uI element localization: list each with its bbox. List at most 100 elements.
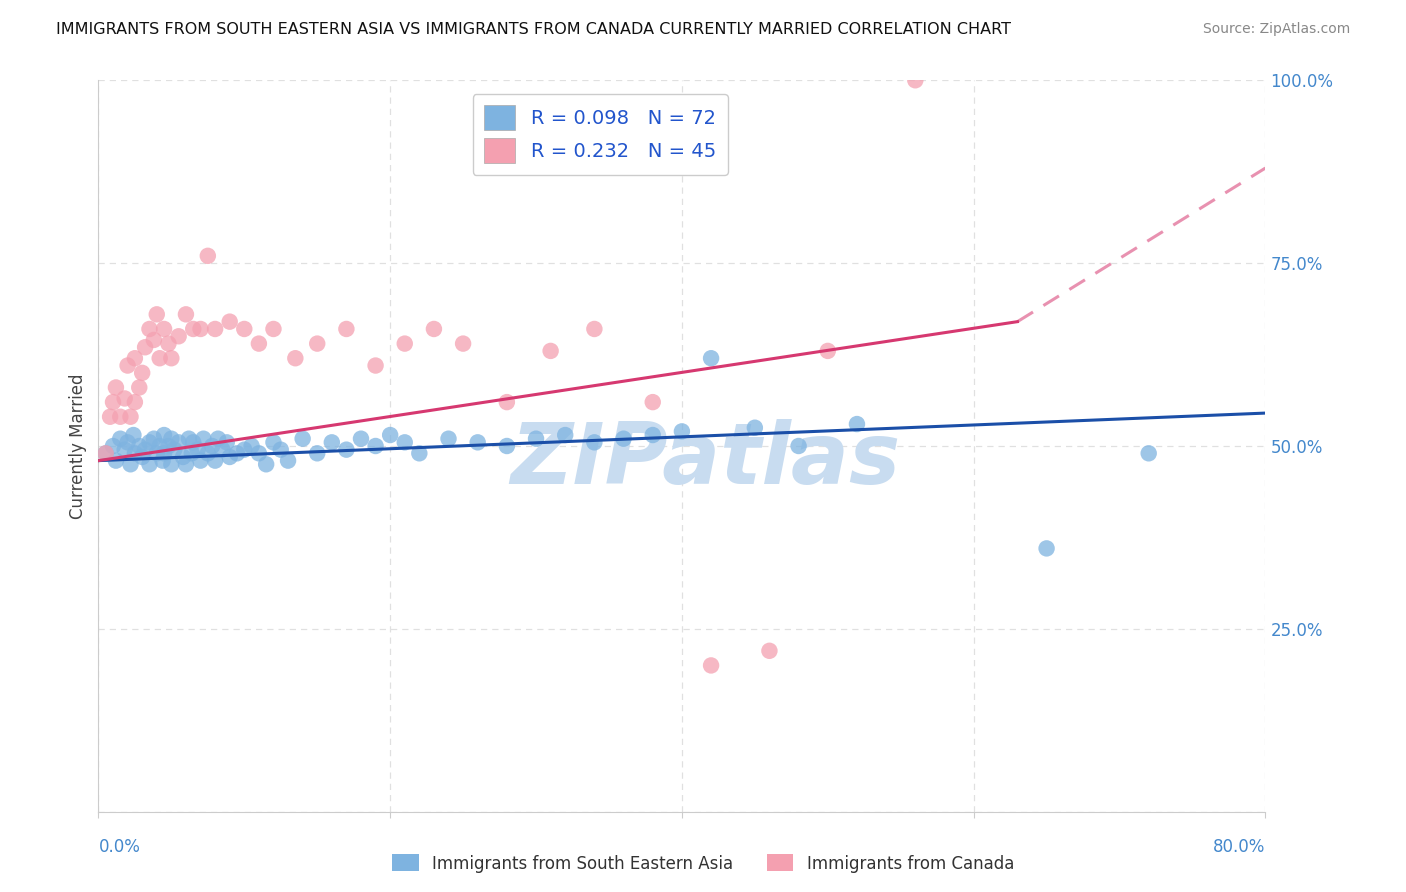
Point xyxy=(380,428,402,442)
Point xyxy=(152,453,174,467)
Point xyxy=(110,432,132,446)
Point xyxy=(138,435,160,450)
Text: 80.0%: 80.0% xyxy=(1213,838,1265,856)
Point xyxy=(846,417,869,431)
Point xyxy=(104,380,127,394)
Point xyxy=(124,446,146,460)
Point xyxy=(201,439,224,453)
Point xyxy=(94,446,117,460)
Point xyxy=(138,322,160,336)
Point xyxy=(817,343,839,358)
Point xyxy=(128,439,150,453)
Text: Source: ZipAtlas.com: Source: ZipAtlas.com xyxy=(1202,22,1350,37)
Point xyxy=(181,435,204,450)
Point xyxy=(307,446,329,460)
Point xyxy=(423,322,446,336)
Point xyxy=(467,435,489,450)
Point xyxy=(174,457,197,471)
Point xyxy=(307,336,329,351)
Point xyxy=(190,453,212,467)
Point xyxy=(240,439,263,453)
Point xyxy=(181,322,204,336)
Point xyxy=(124,351,146,366)
Point xyxy=(262,322,284,336)
Point xyxy=(172,450,194,464)
Point xyxy=(744,421,766,435)
Y-axis label: Currently Married: Currently Married xyxy=(69,373,87,519)
Point xyxy=(207,432,229,446)
Point xyxy=(787,439,810,453)
Point xyxy=(1035,541,1057,556)
Point xyxy=(641,395,664,409)
Point xyxy=(134,442,156,457)
Point xyxy=(641,428,664,442)
Point xyxy=(94,446,117,460)
Point xyxy=(218,315,240,329)
Point xyxy=(117,359,139,373)
Point xyxy=(335,322,357,336)
Point xyxy=(117,435,139,450)
Point xyxy=(394,435,416,450)
Point xyxy=(157,336,180,351)
Point xyxy=(120,409,142,424)
Point xyxy=(226,446,249,460)
Point xyxy=(134,340,156,354)
Point xyxy=(277,453,299,467)
Point xyxy=(122,428,145,442)
Point xyxy=(124,395,146,409)
Point xyxy=(496,439,519,453)
Point xyxy=(758,644,780,658)
Point xyxy=(321,435,343,450)
Point xyxy=(146,446,169,460)
Point xyxy=(167,329,190,343)
Point xyxy=(215,435,238,450)
Point xyxy=(204,453,226,467)
Legend: Immigrants from South Eastern Asia, Immigrants from Canada: Immigrants from South Eastern Asia, Immi… xyxy=(385,847,1021,880)
Point xyxy=(247,446,270,460)
Point xyxy=(233,322,256,336)
Point xyxy=(177,432,200,446)
Point xyxy=(554,428,576,442)
Point xyxy=(138,457,160,471)
Point xyxy=(262,435,284,450)
Point xyxy=(197,249,219,263)
Point xyxy=(540,343,562,358)
Point xyxy=(204,322,226,336)
Point xyxy=(700,351,723,366)
Point xyxy=(187,442,209,457)
Point xyxy=(163,442,186,457)
Text: IMMIGRANTS FROM SOUTH EASTERN ASIA VS IMMIGRANTS FROM CANADA CURRENTLY MARRIED C: IMMIGRANTS FROM SOUTH EASTERN ASIA VS IM… xyxy=(56,22,1011,37)
Point xyxy=(131,366,153,380)
Point xyxy=(291,432,314,446)
Point xyxy=(131,450,153,464)
Point xyxy=(190,322,212,336)
Point xyxy=(128,380,150,394)
Point xyxy=(284,351,307,366)
Point xyxy=(149,439,172,453)
Point xyxy=(149,351,172,366)
Point xyxy=(160,351,183,366)
Point xyxy=(364,439,387,453)
Point xyxy=(153,428,176,442)
Point xyxy=(437,432,460,446)
Point xyxy=(153,322,176,336)
Point xyxy=(174,307,197,321)
Point xyxy=(583,322,606,336)
Point xyxy=(247,336,270,351)
Point xyxy=(114,392,136,406)
Point xyxy=(612,432,634,446)
Point xyxy=(233,442,256,457)
Point xyxy=(1137,446,1160,460)
Point xyxy=(408,446,430,460)
Point xyxy=(98,409,121,424)
Point xyxy=(524,432,547,446)
Point xyxy=(104,453,127,467)
Point xyxy=(335,442,357,457)
Point xyxy=(110,409,132,424)
Point xyxy=(700,658,723,673)
Point xyxy=(496,395,519,409)
Text: ZIPatlas: ZIPatlas xyxy=(510,419,900,502)
Point xyxy=(211,442,233,457)
Point xyxy=(451,336,474,351)
Point xyxy=(101,395,124,409)
